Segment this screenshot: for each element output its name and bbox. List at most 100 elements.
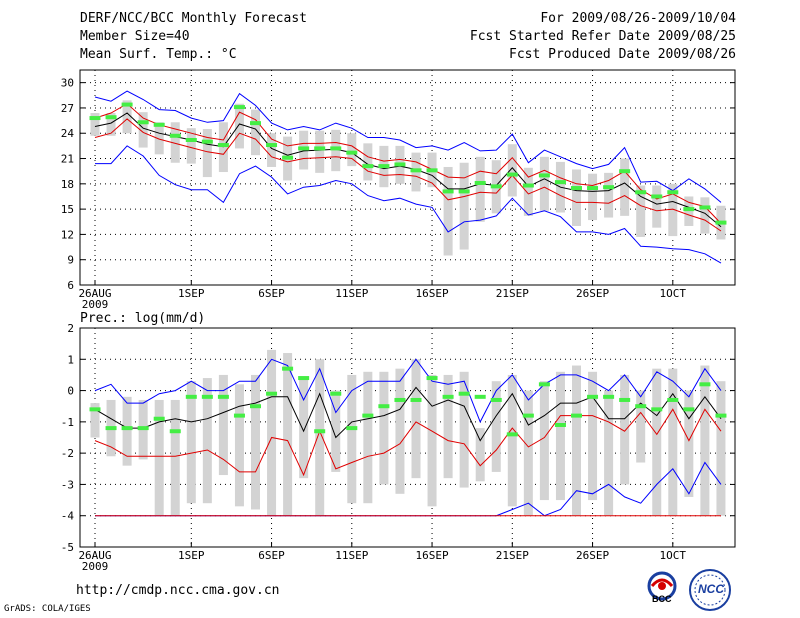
spread-box <box>186 381 196 504</box>
spread-box <box>716 381 726 516</box>
y-tick-label: -5 <box>61 541 74 554</box>
spread-box <box>234 103 244 149</box>
spread-box <box>283 353 293 516</box>
spread-box <box>636 390 646 463</box>
spread-box <box>491 381 501 472</box>
spread-box <box>700 197 710 234</box>
produced-date-text: Fcst Produced Date 2009/08/26 <box>509 47 736 62</box>
spread-box <box>588 371 598 501</box>
spread-box <box>507 144 517 197</box>
obs-marker <box>314 146 326 151</box>
spread-box <box>363 143 373 181</box>
spread-box <box>507 374 517 507</box>
obs-marker <box>715 220 727 225</box>
spread-box <box>218 374 228 476</box>
obs-marker <box>635 190 647 195</box>
obs-marker <box>217 143 229 148</box>
series-max <box>94 90 722 203</box>
spread-box <box>90 403 100 438</box>
y-tick-label: 30 <box>61 77 74 90</box>
x-tick-label: 26AUG <box>78 549 111 562</box>
series-max <box>94 358 722 424</box>
spread-box <box>523 390 533 516</box>
spread-box <box>267 133 277 167</box>
obs-marker <box>137 120 149 125</box>
obs-marker <box>538 173 550 178</box>
spread-box <box>459 162 469 250</box>
variable-text: Mean Surf. Temp.: °C <box>80 47 237 62</box>
obs-marker <box>474 180 486 185</box>
x-tick-label: 1OCT <box>660 287 687 300</box>
spread-box <box>572 365 581 516</box>
panel-2: -5 -4 -3 -2 -1 0 1 2 26AUG 1SEP 6SEP 11SEP 16SEP 21SE… <box>61 311 736 573</box>
obs-marker <box>603 394 615 399</box>
obs-marker <box>121 102 133 107</box>
x-tick-label: 11SEP <box>335 287 368 300</box>
spread-box <box>347 374 357 504</box>
x-tick-label: 1SEP <box>178 287 205 300</box>
x-tick-label: 26SEP <box>576 549 609 562</box>
spread-box <box>475 428 485 482</box>
spread-box <box>620 374 630 485</box>
bcc-logo: BCC <box>640 570 684 610</box>
obs-marker <box>619 397 631 402</box>
spread-box <box>700 365 710 516</box>
precip-title: Prec.: log(mm/d) <box>80 311 205 326</box>
y-tick-label: 24 <box>61 127 75 140</box>
obs-marker <box>442 189 454 194</box>
spread-box <box>315 359 325 516</box>
spread-box <box>90 113 100 136</box>
obs-marker <box>266 143 278 148</box>
series-lower <box>94 408 722 477</box>
bcc-logo-label: BCC <box>652 594 672 604</box>
y-tick-label: -2 <box>61 447 74 460</box>
obs-marker <box>667 190 679 195</box>
spread-box <box>202 378 212 504</box>
refer-date-text: Fcst Started Refer Date 2009/08/25 <box>469 29 736 44</box>
obs-marker <box>217 394 229 399</box>
obs-marker <box>410 397 422 402</box>
x-tick-label: 11SEP <box>335 549 368 562</box>
x-year-label: 2009 <box>82 298 109 311</box>
y-tick-label: 9 <box>67 254 74 267</box>
obs-marker <box>105 115 117 120</box>
spread-box <box>251 109 260 156</box>
spread-box <box>572 169 581 226</box>
x-tick-label: 6SEP <box>258 287 285 300</box>
series-lower <box>94 118 722 232</box>
spread-box <box>539 156 549 211</box>
obs-marker <box>233 105 245 110</box>
obs-marker <box>346 426 358 431</box>
spread-box <box>331 390 341 472</box>
spread-box <box>443 166 453 256</box>
obs-marker <box>233 413 245 418</box>
series-mean <box>94 386 722 442</box>
obs-marker <box>89 116 101 121</box>
obs-marker <box>683 407 695 412</box>
spread-box <box>668 183 678 237</box>
obs-marker <box>378 164 390 169</box>
obs-marker <box>474 394 486 399</box>
obs-marker <box>426 376 438 381</box>
spread-box <box>604 172 614 218</box>
obs-marker <box>298 376 310 381</box>
obs-marker <box>699 382 711 387</box>
spread-box <box>555 371 565 501</box>
obs-marker <box>153 416 165 421</box>
obs-marker <box>715 413 727 418</box>
spread-box <box>539 381 549 501</box>
spread-box <box>154 399 164 516</box>
obs-marker <box>362 413 374 418</box>
y-tick-label: 15 <box>61 203 74 216</box>
y-tick-label: 6 <box>67 279 74 292</box>
plot-frame <box>79 69 736 286</box>
obs-marker <box>89 407 101 412</box>
obs-marker <box>121 426 133 431</box>
y-tick-label: -4 <box>61 510 75 523</box>
obs-marker <box>105 426 117 431</box>
spread-box <box>234 384 244 507</box>
x-tick-label: 26SEP <box>576 287 609 300</box>
obs-marker <box>330 146 342 151</box>
spread-box <box>475 156 485 222</box>
series-min <box>95 145 722 264</box>
